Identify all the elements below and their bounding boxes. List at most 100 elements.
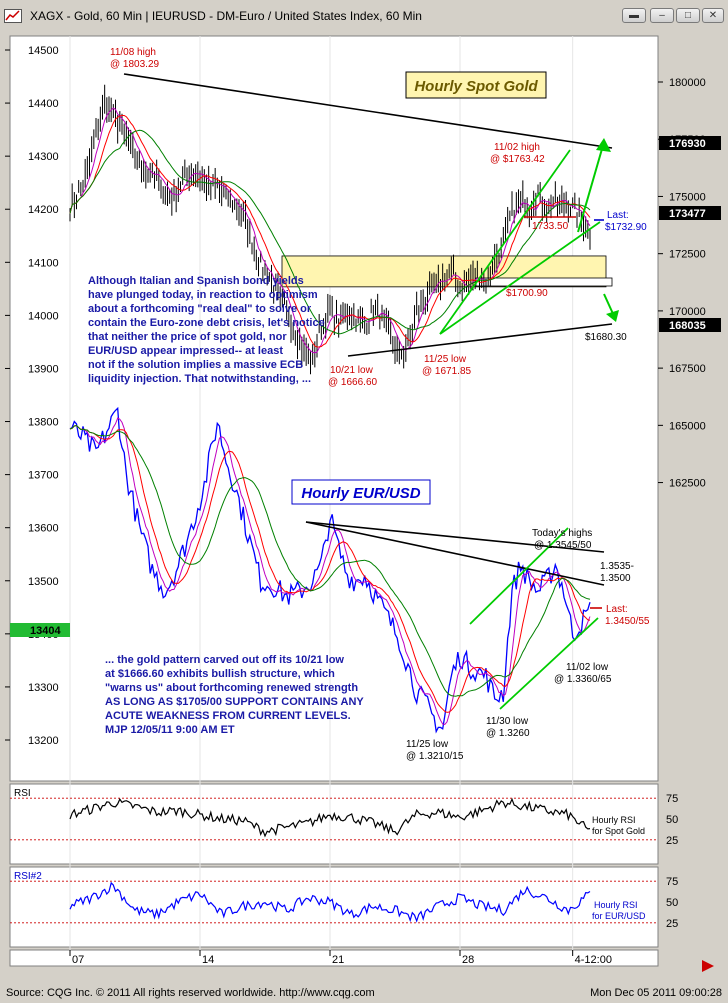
eur-downtrend-line-1 xyxy=(305,521,605,553)
gold-note-line-1: Although Italian and Spanish bond yields xyxy=(88,275,304,287)
rsi-gold-tick-50: 50 xyxy=(666,814,678,826)
gold-uptrend-line xyxy=(347,323,613,357)
eur-annot-1125-low-val: @ 1.3210/15 xyxy=(406,751,464,762)
eur-ytick-label: 13900 xyxy=(28,363,59,375)
eur-annot-1130-low-val: @ 1.3260 xyxy=(486,728,530,739)
rsi-eur-title: RSI#2 xyxy=(14,871,42,882)
gold-current-price-b-label: 173477 xyxy=(669,208,706,220)
minimize-button[interactable]: – xyxy=(650,8,674,23)
gold-title-box: Hourly Spot Gold xyxy=(405,71,547,99)
rsi-eur-tick-50: 50 xyxy=(666,897,678,909)
eur-current-price-label: 13404 xyxy=(30,625,61,637)
x-tick-label: 28 xyxy=(462,954,474,966)
maximize-icon: □ xyxy=(684,10,692,21)
eur-annot-1125-low: 11/25 low xyxy=(406,739,449,750)
gold-ma-mid xyxy=(69,115,591,348)
eur-ytick-label: 13600 xyxy=(28,523,59,535)
rsi-gold-title: RSI xyxy=(14,788,31,799)
eur-ytick-label: 14200 xyxy=(28,204,59,216)
x-tick-label: 4-12:00 xyxy=(575,954,612,966)
eur-note-line-6: MJP 12/05/11 9:00 AM ET xyxy=(105,724,235,736)
gold-note-line-5: that neither the price of spot gold, nor xyxy=(88,331,287,343)
chart-app-icon xyxy=(4,9,22,23)
gold-ytick-label: 180000 xyxy=(669,77,706,89)
rsi-gold-line xyxy=(69,797,591,838)
window-titlebar: XAGX - Gold, 60 Min | IEURUSD - DM-Euro … xyxy=(0,0,728,33)
gold-ytick-label: 167500 xyxy=(669,363,706,375)
rsi-eur-label: Hourly RSI xyxy=(594,900,638,910)
eur-ytick-label: 14000 xyxy=(28,310,59,322)
window-title: XAGX - Gold, 60 Min | IEURUSD - DM-Euro … xyxy=(30,9,422,23)
gold-note-line-6: EUR/USD appear impressed-- at least xyxy=(88,345,283,357)
status-footer: Source: CQG Inc. © 2011 All rights reser… xyxy=(0,985,728,1003)
price-lines xyxy=(69,84,591,923)
rsi-eur-line xyxy=(69,881,591,923)
gold-title: Hourly Spot Gold xyxy=(414,78,538,95)
axes: 25 50 75 25 50 75 162500 165000 167500 170000 1725… xyxy=(5,45,721,966)
eur-annot-1-3535: 1.3535- xyxy=(600,561,634,572)
gold-ma-slow xyxy=(69,129,591,335)
close-button[interactable]: ✕ xyxy=(702,8,724,23)
eur-price-line xyxy=(69,406,591,734)
eur-ytick-label: 13800 xyxy=(28,417,59,429)
eur-ytick-label: 13500 xyxy=(28,576,59,588)
gold-ma-fast xyxy=(69,107,591,354)
gold-note-line-2: have plunged today, in reaction to optim… xyxy=(88,289,318,301)
gold-channel-upper xyxy=(439,149,571,335)
eur-ytick-label: 13300 xyxy=(28,682,59,694)
maximize-button[interactable]: □ xyxy=(676,8,700,23)
x-tick-label: 21 xyxy=(332,954,344,966)
eur-note-line-4: AS LONG AS $1705/00 SUPPORT CONTAINS ANY xyxy=(105,696,364,708)
gold-annot-1108-high: 11/08 high xyxy=(110,47,156,58)
eur-ma-mid xyxy=(69,424,591,713)
restore-all-button[interactable]: ▬ xyxy=(622,8,646,23)
gold-annot-1680: $1680.30 xyxy=(585,332,627,343)
eur-ytick-label: 14300 xyxy=(28,151,59,163)
gold-up-arrow-icon xyxy=(596,138,611,152)
gold-annot-1021-low: 10/21 low xyxy=(330,365,374,376)
eur-note-line-2: at $1666.60 exhibits bullish structure, … xyxy=(105,668,335,680)
eur-annot-1-3500: 1.3500 xyxy=(600,573,631,584)
eur-ma-fast xyxy=(69,417,591,726)
chart-window: 25 50 75 25 50 75 162500 165000 167500 170000 1725… xyxy=(0,32,728,1003)
gold-current-price-b-box xyxy=(659,206,721,220)
close-icon: ✕ xyxy=(708,10,718,21)
rsi-gold-label: Hourly RSI xyxy=(592,815,636,825)
timestamp-text: Mon Dec 05 2011 09:00:28 xyxy=(590,987,722,999)
chart-canvas[interactable]: 25 50 75 25 50 75 162500 165000 167500 170000 1725… xyxy=(0,32,728,985)
scroll-right-arrow-icon[interactable] xyxy=(700,958,716,974)
eur-ytick-label: 14400 xyxy=(28,98,59,110)
gold-annot-1102-high: 11/02 high xyxy=(494,142,540,153)
rsi-eur-tick-25: 25 xyxy=(666,918,678,930)
eur-ma-slow xyxy=(69,424,591,697)
eur-note-line-5: ACUTE WEAKNESS FROM CURRENT LEVELS. xyxy=(105,710,351,722)
eur-channel-lower xyxy=(499,617,599,710)
gold-note-line-7: not if the solution implies a massive EC… xyxy=(88,359,303,371)
eur-note-line-3: "warns us" about forthcoming renewed str… xyxy=(105,682,358,694)
gold-last-value: $1732.90 xyxy=(605,222,647,233)
gold-ytick-label: 175000 xyxy=(669,191,706,203)
eur-title: Hourly EUR/USD xyxy=(301,485,420,502)
x-tick-label: 07 xyxy=(72,954,84,966)
gold-annot-1700: $1700.90 xyxy=(506,288,548,299)
eur-annot-1130-low: 11/30 low xyxy=(486,716,529,727)
rsi-eur-tick-75: 75 xyxy=(666,876,678,888)
gold-annot-1733: 1733.50 xyxy=(532,221,569,232)
gold-last-label: Last: xyxy=(607,210,629,221)
gold-downtrend-line xyxy=(123,73,613,149)
eur-annot-1102-low: 11/02 low xyxy=(566,662,609,673)
rsi-gold-tick-25: 25 xyxy=(666,835,678,847)
gold-ytick-label: 170000 xyxy=(669,306,706,318)
eur-ytick-label: 13700 xyxy=(28,470,59,482)
gold-up-arrow-shaft xyxy=(577,141,605,233)
gold-channel-lower xyxy=(439,221,601,335)
gold-ytick-label: 172500 xyxy=(669,249,706,261)
gold-note-line-4: contain the Euro-zone debt crisis, let's… xyxy=(88,317,325,329)
eur-annot-today-highs: Today's highs xyxy=(532,528,592,539)
gold-current-price-c-label: 168035 xyxy=(669,320,706,332)
rsi-gold-tick-75: 75 xyxy=(666,793,678,805)
trend-overlays xyxy=(123,73,619,710)
gold-ytick-label: 165000 xyxy=(669,420,706,432)
copyright-text: Source: CQG Inc. © 2011 All rights reser… xyxy=(6,987,375,999)
gold-1700-zone xyxy=(475,277,613,287)
